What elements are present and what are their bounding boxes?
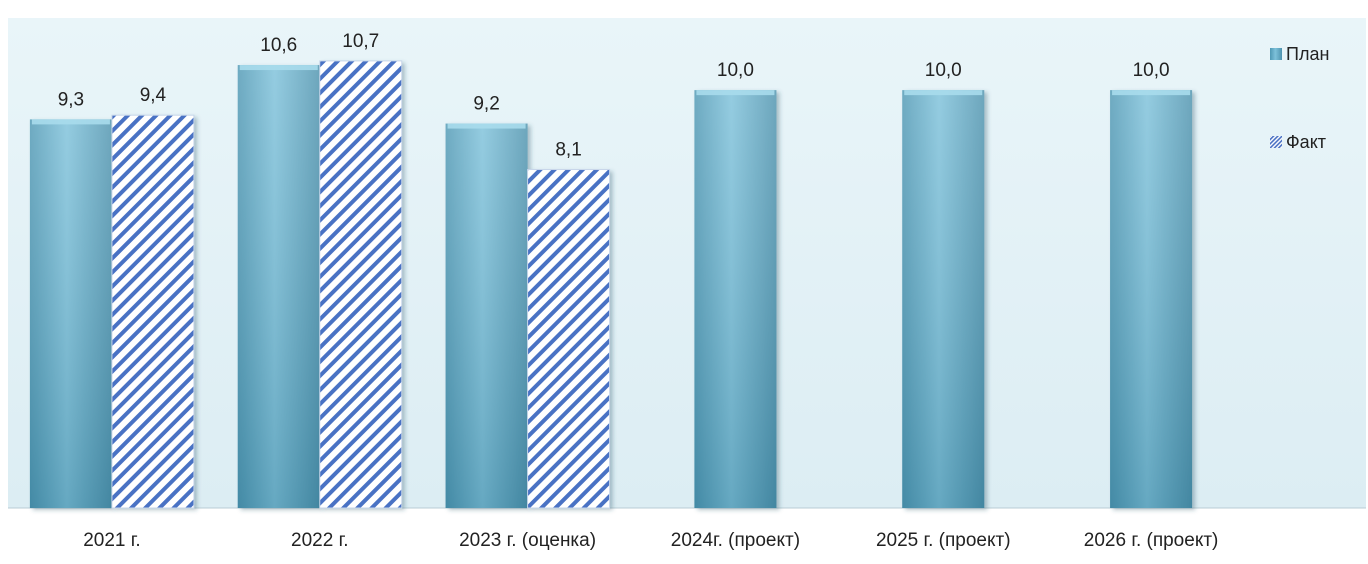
data-label-plan: 10,6 — [260, 35, 297, 56]
data-label-plan: 10,0 — [925, 60, 962, 81]
bar-fact — [111, 114, 195, 509]
data-label-plan: 9,3 — [58, 89, 84, 110]
legend-label-plan: План — [1286, 44, 1329, 64]
legend-item-fact: Факт — [1270, 132, 1326, 152]
bar-plan — [902, 90, 985, 509]
bar-fact — [527, 169, 611, 509]
legend-item-plan: План — [1270, 44, 1329, 64]
category-label: 2023 г. (оценка) — [459, 530, 596, 551]
data-label-fact: 9,4 — [140, 85, 167, 106]
category-labels-layer: 2021 г. 2022 г. 2023 г. (оценка) 2024г. (пр… — [83, 530, 1218, 551]
data-label-plan: 10,0 — [1133, 60, 1170, 81]
category-label: 2022 г. — [291, 530, 348, 551]
category-label: 2024г. (проект) — [671, 530, 800, 551]
data-labels-layer: 9,3 9,4 10,6 10,7 9,2 8,1 10,0 10,0 10,0 — [58, 31, 1170, 161]
data-label-plan: 10,0 — [717, 60, 754, 81]
category-label: 2026 г. (проект) — [1084, 530, 1219, 551]
legend-swatch-plan — [1270, 48, 1282, 60]
data-label-fact: 8,1 — [555, 140, 581, 161]
data-label-fact: 10,7 — [342, 31, 379, 52]
bar-plan — [29, 119, 112, 509]
category-label: 2021 г. — [83, 530, 140, 551]
category-band — [8, 508, 1366, 564]
legend: План Факт — [1270, 44, 1329, 152]
bar-plan — [445, 123, 528, 509]
bars-layer — [29, 60, 1193, 509]
bar-plan — [237, 65, 320, 509]
legend-swatch-fact — [1270, 136, 1282, 148]
bar-plan — [694, 90, 777, 509]
bar-fact — [319, 60, 403, 509]
legend-label-fact: Факт — [1286, 132, 1326, 152]
data-label-plan: 9,2 — [473, 94, 499, 115]
category-label: 2025 г. (проект) — [876, 530, 1011, 551]
bar-plan — [1110, 90, 1193, 509]
